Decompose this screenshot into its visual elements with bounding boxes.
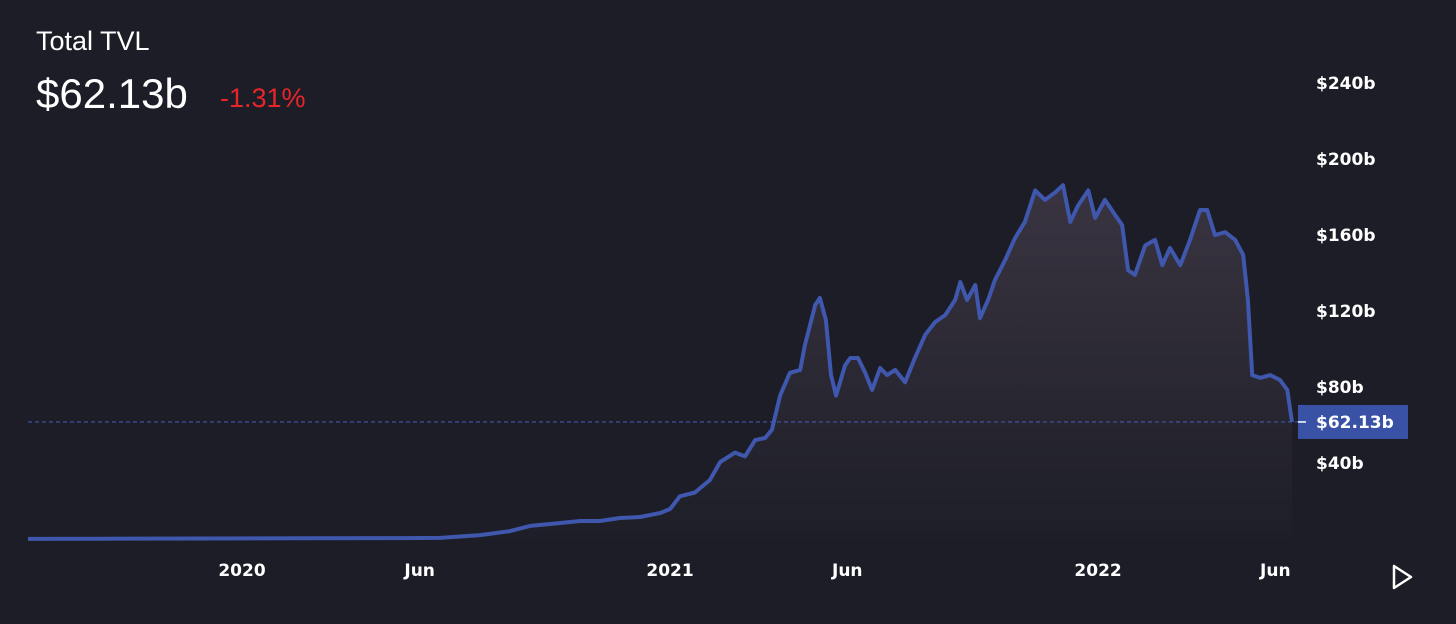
play-button[interactable] [1392, 564, 1413, 590]
y-tick-label: $120b [1316, 302, 1375, 322]
chart-title: Total TVL [36, 26, 150, 56]
x-tick-label: Jun [1259, 561, 1291, 581]
change-percent: -1.31% [220, 83, 306, 113]
x-tick-label: Jun [403, 561, 435, 581]
y-tick-label: $200b [1316, 150, 1375, 170]
area-fill [28, 185, 1292, 540]
x-tick-label: 2022 [1074, 561, 1121, 581]
y-tick-label: $240b [1316, 74, 1375, 94]
y-tick-label: $160b [1316, 226, 1375, 246]
last-value-label: $62.13b [1316, 413, 1394, 433]
current-value: $62.13b [36, 70, 188, 117]
x-tick-label: 2021 [646, 561, 693, 581]
x-tick-label: Jun [831, 561, 863, 581]
tvl-line [27, 183, 1294, 541]
x-tick-label: 2020 [218, 561, 265, 581]
y-tick-label: $40b [1316, 454, 1364, 474]
y-tick-label: $80b [1316, 378, 1364, 398]
last-value-badge [1298, 404, 1408, 439]
plot-area: $40b $80b $120b $160b $200b $240b 2020 Jun 2021 J… [27, 74, 1408, 581]
